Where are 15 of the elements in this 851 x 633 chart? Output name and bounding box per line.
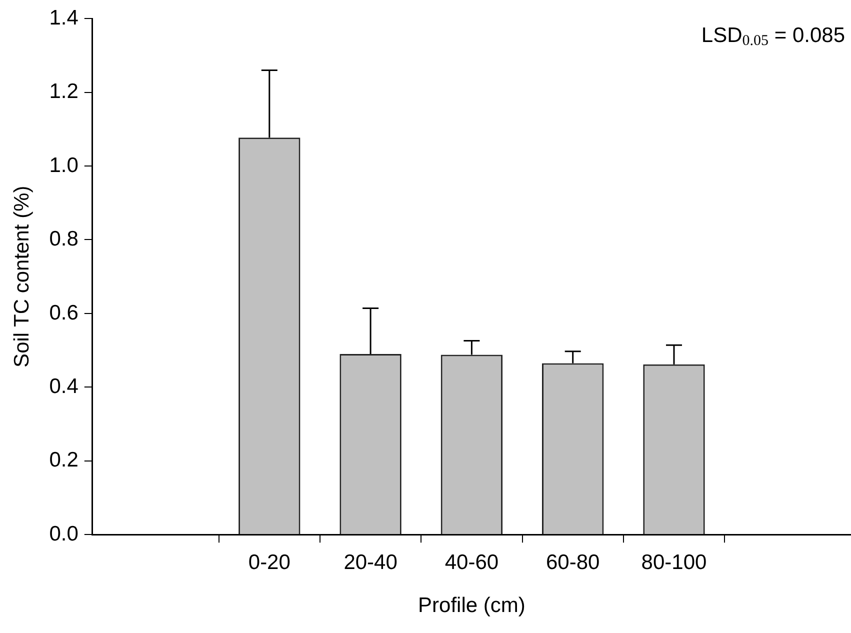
y-axis-title: Soil TC content (%) (10, 186, 34, 368)
x-tick-label: 40-60 (444, 550, 499, 574)
y-tick-label: 0.0 (49, 522, 78, 546)
y-tick-label: 1.0 (49, 154, 78, 177)
x-axis-title: Profile (cm) (418, 594, 526, 618)
x-tick-label: 80-100 (641, 550, 707, 574)
y-tick-label: 0.8 (49, 228, 78, 251)
x-tick-label: 20-40 (344, 550, 398, 574)
y-tick-label: 1.2 (49, 80, 78, 104)
x-tick-label: 60-80 (546, 550, 600, 574)
y-tick-label: 0.2 (49, 448, 78, 472)
x-tick-label: 0-20 (248, 550, 290, 574)
y-tick-label: 0.4 (49, 374, 79, 398)
y-tick-label: 1.4 (49, 6, 79, 30)
y-tick-label: 0.6 (49, 301, 78, 324)
